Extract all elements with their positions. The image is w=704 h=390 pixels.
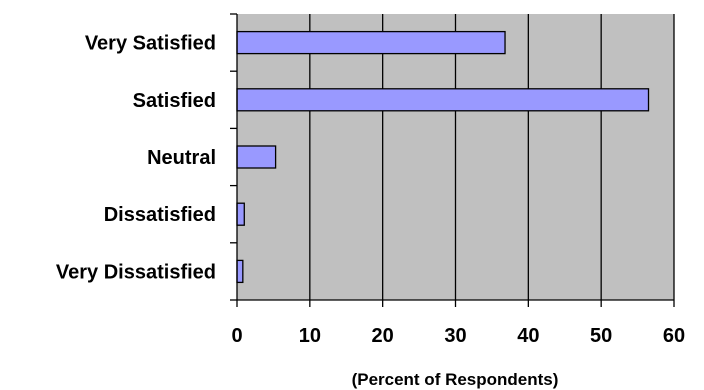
category-label: Dissatisfied [104, 204, 216, 226]
x-tick-label: 20 [372, 325, 394, 347]
x-tick-label: 10 [299, 325, 321, 347]
x-tick-label: 0 [231, 325, 242, 347]
axes [230, 13, 675, 307]
tick-labels: 0 10 20 30 40 50 60 [231, 325, 685, 347]
bar [236, 202, 245, 226]
bar [236, 145, 277, 169]
category-label: Very Dissatisfied [56, 261, 216, 283]
x-tick-label: 40 [517, 325, 539, 347]
bar [236, 259, 244, 284]
category-label: Satisfied [133, 90, 216, 112]
category-label: Very Satisfied [85, 33, 216, 55]
bar [236, 30, 506, 55]
x-axis-title: (Percent of Respondents) [352, 370, 559, 389]
x-tick-label: 50 [590, 325, 612, 347]
category-labels: Very Satisfied Satisfied Neutral Dissatisfi… [56, 33, 216, 284]
x-tick-label: 30 [444, 325, 466, 347]
x-tick-label: 60 [663, 325, 685, 347]
grid-lines [309, 14, 675, 300]
category-label: Neutral [147, 147, 216, 169]
bar [236, 88, 650, 112]
